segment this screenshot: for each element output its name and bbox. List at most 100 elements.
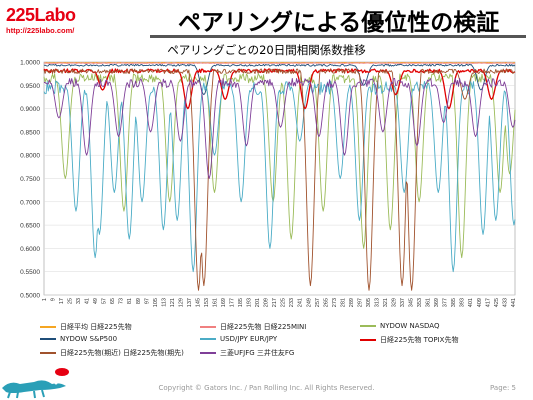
x-tick-label: 425 [494,298,500,307]
x-tick-label: 17 [59,298,65,304]
y-tick-label: 0.8500 [20,129,40,136]
x-tick-label: 145 [195,298,201,307]
x-tick-label: 393 [460,298,466,307]
page-number: Page: 5 [490,384,516,392]
legend-swatch [200,326,216,328]
series-line [43,63,516,96]
x-tick-label: 265 [323,298,329,307]
copyright-text: Copyright © Gators Inc. / Pan Rolling In… [158,384,375,392]
x-tick-label: 153 [204,298,210,307]
series-line [43,68,516,291]
x-tick-label: 193 [247,298,253,307]
x-tick-label: 433 [502,298,508,307]
legend-label: 日経225先物(期近) 日経225先物(期先) [60,349,184,357]
y-tick-label: 1.0000 [20,60,40,67]
y-tick-label: 0.7000 [20,199,40,206]
x-tick-label: 97 [144,298,150,304]
y-tick-label: 0.7500 [20,176,40,183]
x-tick-label: 281 [340,298,346,307]
legend-swatch [360,339,376,341]
x-tick-label: 65 [110,298,116,304]
legend-swatch [40,352,56,354]
x-tick-label: 337 [400,298,406,307]
x-tick-label: 241 [298,298,304,307]
legend-item: 三菱UFJFG 三井住友FG [200,348,294,358]
x-tick-label: 105 [153,298,159,307]
x-tick-label: 1 [42,298,48,301]
y-tick-label: 0.6000 [20,246,40,253]
x-tick-label: 209 [264,298,270,307]
x-tick-label: 233 [289,298,295,307]
series-line [43,73,516,259]
series-line [43,77,516,179]
legend-label: 日経平均 日経225先物 [60,323,132,331]
x-tick-label: 225 [281,298,287,307]
x-tick-label: 57 [102,298,108,304]
x-tick-label: 177 [230,298,236,307]
legend-swatch [40,326,56,328]
legend-label: 三菱UFJFG 三井住友FG [220,349,295,357]
y-tick-label: 0.5500 [20,269,40,276]
x-tick-label: 49 [93,298,99,304]
x-tick-label: 417 [485,298,491,307]
chart-title: ペアリングごとの20日間相関係数推移 [167,43,366,57]
brand-logo: 225Labo [6,5,76,25]
x-tick-label: 441 [511,298,517,307]
legend-swatch [200,352,216,354]
legend-label: NYDOW S&P500 [60,335,118,343]
x-tick-label: 385 [451,298,457,307]
x-tick-label: 121 [170,298,176,307]
x-tick-label: 41 [85,298,91,304]
x-tick-label: 25 [68,298,74,304]
legend-item: USD/JPY EUR/JPY [200,335,277,343]
x-tick-label: 289 [349,298,355,307]
x-tick-label: 137 [187,298,193,307]
legend-item: 日経225先物 日経225MINI [200,322,306,332]
y-tick-label: 0.9500 [20,83,40,90]
x-tick-label: 305 [366,298,372,307]
x-tick-label: 89 [136,298,142,304]
x-tick-label: 377 [443,298,449,307]
x-tick-label: 321 [383,298,389,307]
page-title: ペアリングによる優位性の検証 [178,10,500,36]
x-tick-label: 353 [417,298,423,307]
legend-item: NYDOW NASDAQ [360,322,439,330]
legend-item: 日経225先物 TOPIX先物 [360,335,458,345]
x-tick-label: 345 [409,298,415,307]
x-tick-label: 409 [477,298,483,307]
x-tick-label: 249 [306,298,312,307]
x-tick-label: 73 [119,298,125,304]
x-tick-label: 217 [272,298,278,307]
x-tick-label: 9 [51,298,57,301]
legend-label: USD/JPY EUR/JPY [220,335,278,343]
x-tick-label: 401 [468,298,474,307]
correlation-chart: 1.0000 0.9500 0.9000 0.8500 0.8000 0.7500 0.70… [20,60,517,308]
legend-label: NYDOW NASDAQ [380,322,440,330]
legend-swatch [40,338,56,340]
legend-label: 日経225先物 TOPIX先物 [380,336,459,344]
x-tick-label: 273 [332,298,338,307]
legend-item: 日経225先物(期近) 日経225先物(期先) [40,348,184,358]
x-tick-label: 169 [221,298,227,307]
x-tick-label: 201 [255,298,261,307]
brand-url: http://225labo.com/ [6,26,75,35]
y-tick-label: 0.8000 [20,153,40,160]
x-tick-label: 369 [434,298,440,307]
legend-label: 日経225先物 日経225MINI [220,323,307,331]
y-tick-label: 0.9000 [20,106,40,113]
alligator-mascot-icon [2,368,69,399]
x-tick-label: 313 [374,298,380,307]
title-underline [150,35,526,38]
x-tick-label: 361 [426,298,432,307]
x-tick-label: 33 [76,298,82,304]
y-tick-label: 0.6500 [20,223,40,230]
x-tick-label: 185 [238,298,244,307]
x-tick-label: 329 [392,298,398,307]
legend-swatch [200,338,216,340]
legend-item: NYDOW S&P500 [40,335,117,343]
x-tick-label: 257 [315,298,321,307]
x-tick-label: 113 [161,298,167,307]
x-tick-label: 161 [212,298,218,307]
legend-swatch [360,325,376,327]
x-tick-label: 297 [357,298,363,307]
